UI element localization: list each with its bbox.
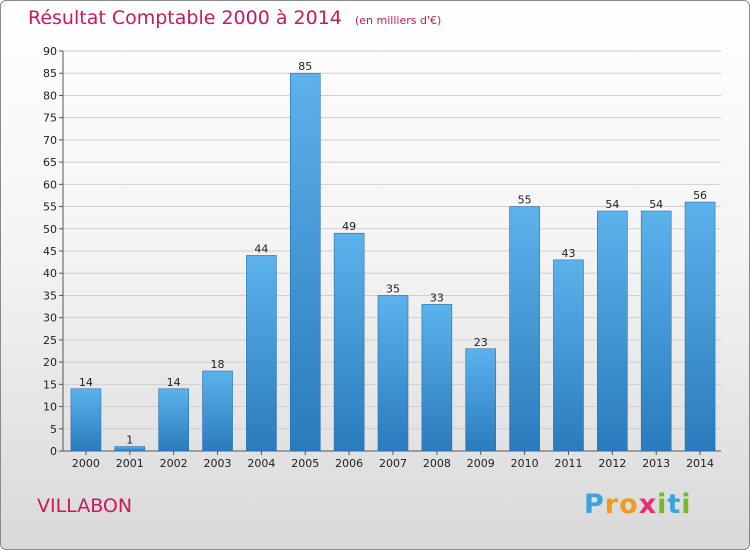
y-tick-label: 55 (43, 201, 57, 214)
logo-letter: r (604, 489, 620, 520)
y-tick-label: 65 (43, 156, 57, 169)
x-tick-label: 2005 (291, 457, 319, 470)
y-tick-label: 35 (43, 289, 57, 302)
commune-name: VILLABON (37, 495, 133, 517)
x-tick-label: 2003 (204, 457, 232, 470)
y-tick-label: 70 (43, 134, 57, 147)
y-tick-label: 0 (50, 445, 57, 458)
x-tick-label: 2004 (247, 457, 275, 470)
x-tick-label: 2009 (467, 457, 495, 470)
bar-2008 (421, 304, 453, 452)
bar-value-label: 35 (386, 282, 400, 295)
bar-value-label: 1 (126, 434, 133, 447)
bar-2005 (289, 72, 321, 452)
y-tick-label: 85 (43, 67, 57, 80)
bar-value-label: 18 (211, 358, 225, 371)
logo-letter: x (638, 489, 658, 520)
chart-unit-label: (en milliers d'€) (354, 14, 442, 27)
y-tick-label: 25 (43, 334, 57, 347)
y-tick-label: 75 (43, 112, 57, 125)
x-tick-label: 2007 (379, 457, 407, 470)
bar-2004 (246, 255, 277, 452)
y-tick-label: 5 (50, 423, 57, 436)
logo-letter: i (657, 489, 668, 520)
logo-letter: P (584, 489, 605, 520)
bar-2006 (333, 232, 365, 452)
x-tick-label: 2010 (511, 457, 539, 470)
chart-title-block: Résultat Comptable 2000 à 2014 (en milli… (28, 7, 441, 29)
bar-value-label: 54 (605, 198, 619, 211)
bar-2002 (158, 388, 189, 452)
bar-value-label: 49 (342, 220, 356, 233)
x-tick-label: 2013 (642, 457, 670, 470)
y-tick-label: 90 (43, 45, 57, 58)
bar-value-label: 44 (254, 242, 268, 255)
logo-letter: t (667, 489, 682, 520)
y-tick-label: 10 (43, 401, 57, 414)
bar-value-label: 33 (430, 291, 444, 304)
y-tick-label: 40 (43, 267, 57, 280)
chart-title: Résultat Comptable 2000 à 2014 (28, 7, 342, 29)
y-tick-label: 80 (43, 89, 57, 102)
bar-2001 (114, 446, 146, 452)
y-tick-label: 50 (43, 223, 57, 236)
bar-2014 (684, 201, 716, 452)
bar-2010 (509, 206, 540, 452)
logo-letter: i (681, 489, 692, 520)
bar-2011 (553, 259, 584, 452)
y-tick-label: 45 (43, 245, 57, 258)
x-tick-label: 2011 (554, 457, 582, 470)
y-tick-label: 15 (43, 378, 57, 391)
bar-2007 (377, 295, 409, 452)
x-tick-label: 2014 (686, 457, 714, 470)
y-tick-label: 20 (43, 356, 57, 369)
x-tick-label: 2006 (335, 457, 363, 470)
bar-2012 (597, 210, 628, 452)
x-tick-label: 2000 (72, 457, 100, 470)
bar-value-label: 55 (518, 194, 532, 207)
x-tick-label: 2012 (598, 457, 626, 470)
bar-value-label: 23 (474, 336, 488, 349)
logo-letter: o (619, 489, 639, 520)
proxiti-logo: Proxiti (584, 489, 692, 520)
bar-value-label: 43 (561, 247, 575, 260)
x-tick-label: 2001 (116, 457, 144, 470)
bar-value-label: 54 (649, 198, 663, 211)
x-tick-label: 2008 (423, 457, 451, 470)
bar-2003 (202, 370, 233, 452)
bar-value-label: 14 (79, 376, 93, 389)
bar-value-label: 14 (167, 376, 181, 389)
bar-2013 (640, 210, 672, 452)
bar-2000 (70, 388, 102, 452)
x-tick-label: 2002 (160, 457, 188, 470)
y-tick-label: 60 (43, 178, 57, 191)
bar-value-label: 85 (298, 60, 312, 73)
bar-value-label: 56 (693, 189, 707, 202)
bar-2009 (465, 348, 497, 452)
y-tick-label: 30 (43, 312, 57, 325)
